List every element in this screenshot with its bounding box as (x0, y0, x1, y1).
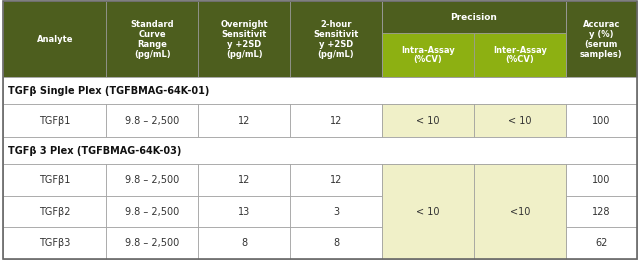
Text: 128: 128 (592, 206, 611, 217)
Text: 12: 12 (238, 116, 250, 126)
Text: 12: 12 (238, 175, 250, 185)
Bar (566, 1, 637, 77)
Text: 12: 12 (330, 175, 342, 185)
Bar (566, 104, 637, 137)
Text: < 10: < 10 (508, 116, 532, 126)
Bar (474, 104, 566, 137)
Bar (290, 227, 382, 259)
Bar (3, 137, 637, 164)
Text: Intra-Assay
(%CV): Intra-Assay (%CV) (401, 46, 455, 64)
Bar (3, 77, 637, 104)
Bar (198, 1, 290, 77)
Bar (290, 1, 382, 77)
Bar (198, 227, 290, 259)
Text: TGFβ1: TGFβ1 (39, 116, 70, 126)
Bar (106, 196, 198, 227)
Bar (382, 104, 474, 137)
Bar (106, 164, 198, 196)
Text: Precision: Precision (451, 13, 497, 22)
Text: 100: 100 (592, 175, 611, 185)
Text: TGFβ2: TGFβ2 (39, 206, 70, 217)
Bar (3, 1, 106, 77)
Text: 100: 100 (592, 116, 611, 126)
Bar (198, 196, 290, 227)
Text: 9.8 – 2,500: 9.8 – 2,500 (125, 116, 179, 126)
Text: 9.8 – 2,500: 9.8 – 2,500 (125, 238, 179, 248)
Bar (3, 227, 106, 259)
Bar (3, 196, 106, 227)
Bar (382, 33, 474, 77)
Text: 62: 62 (595, 238, 607, 248)
Bar (474, 33, 566, 77)
Text: Analyte: Analyte (36, 35, 73, 44)
Text: 9.8 – 2,500: 9.8 – 2,500 (125, 175, 179, 185)
Bar (106, 227, 198, 259)
Bar (474, 164, 566, 259)
Bar (198, 164, 290, 196)
Bar (290, 196, 382, 227)
Text: <10: <10 (509, 206, 530, 217)
Text: Standard
Curve
Range
(pg/mL): Standard Curve Range (pg/mL) (131, 20, 174, 59)
Bar (382, 164, 474, 259)
Text: 12: 12 (330, 116, 342, 126)
Bar (3, 104, 106, 137)
Text: 8: 8 (241, 238, 247, 248)
Bar (566, 196, 637, 227)
Bar (290, 164, 382, 196)
Text: 2-hour
Sensitivit
y +2SD
(pg/mL): 2-hour Sensitivit y +2SD (pg/mL) (314, 20, 358, 59)
Text: 8: 8 (333, 238, 339, 248)
Text: Overnight
Sensitivit
y +2SD
(pg/mL): Overnight Sensitivit y +2SD (pg/mL) (220, 20, 268, 59)
Text: < 10: < 10 (416, 206, 440, 217)
Bar (290, 104, 382, 137)
Bar (566, 164, 637, 196)
Text: 9.8 – 2,500: 9.8 – 2,500 (125, 206, 179, 217)
Text: Accurac
y (%)
(serum
samples): Accurac y (%) (serum samples) (580, 20, 623, 59)
Bar (566, 227, 637, 259)
Bar (106, 104, 198, 137)
Bar (382, 1, 566, 77)
Bar (106, 1, 198, 77)
Text: < 10: < 10 (416, 116, 440, 126)
Bar (382, 1, 566, 33)
Text: 3: 3 (333, 206, 339, 217)
Text: Inter-Assay
(%CV): Inter-Assay (%CV) (493, 46, 547, 64)
Text: TGFβ1: TGFβ1 (39, 175, 70, 185)
Bar (198, 104, 290, 137)
Bar (3, 164, 106, 196)
Text: TGFβ3: TGFβ3 (39, 238, 70, 248)
Text: TGFβ 3 Plex (TGFBMAG-64K-03): TGFβ 3 Plex (TGFBMAG-64K-03) (8, 146, 182, 156)
Text: TGFβ Single Plex (TGFBMAG-64K-01): TGFβ Single Plex (TGFBMAG-64K-01) (8, 86, 210, 96)
Text: 13: 13 (238, 206, 250, 217)
